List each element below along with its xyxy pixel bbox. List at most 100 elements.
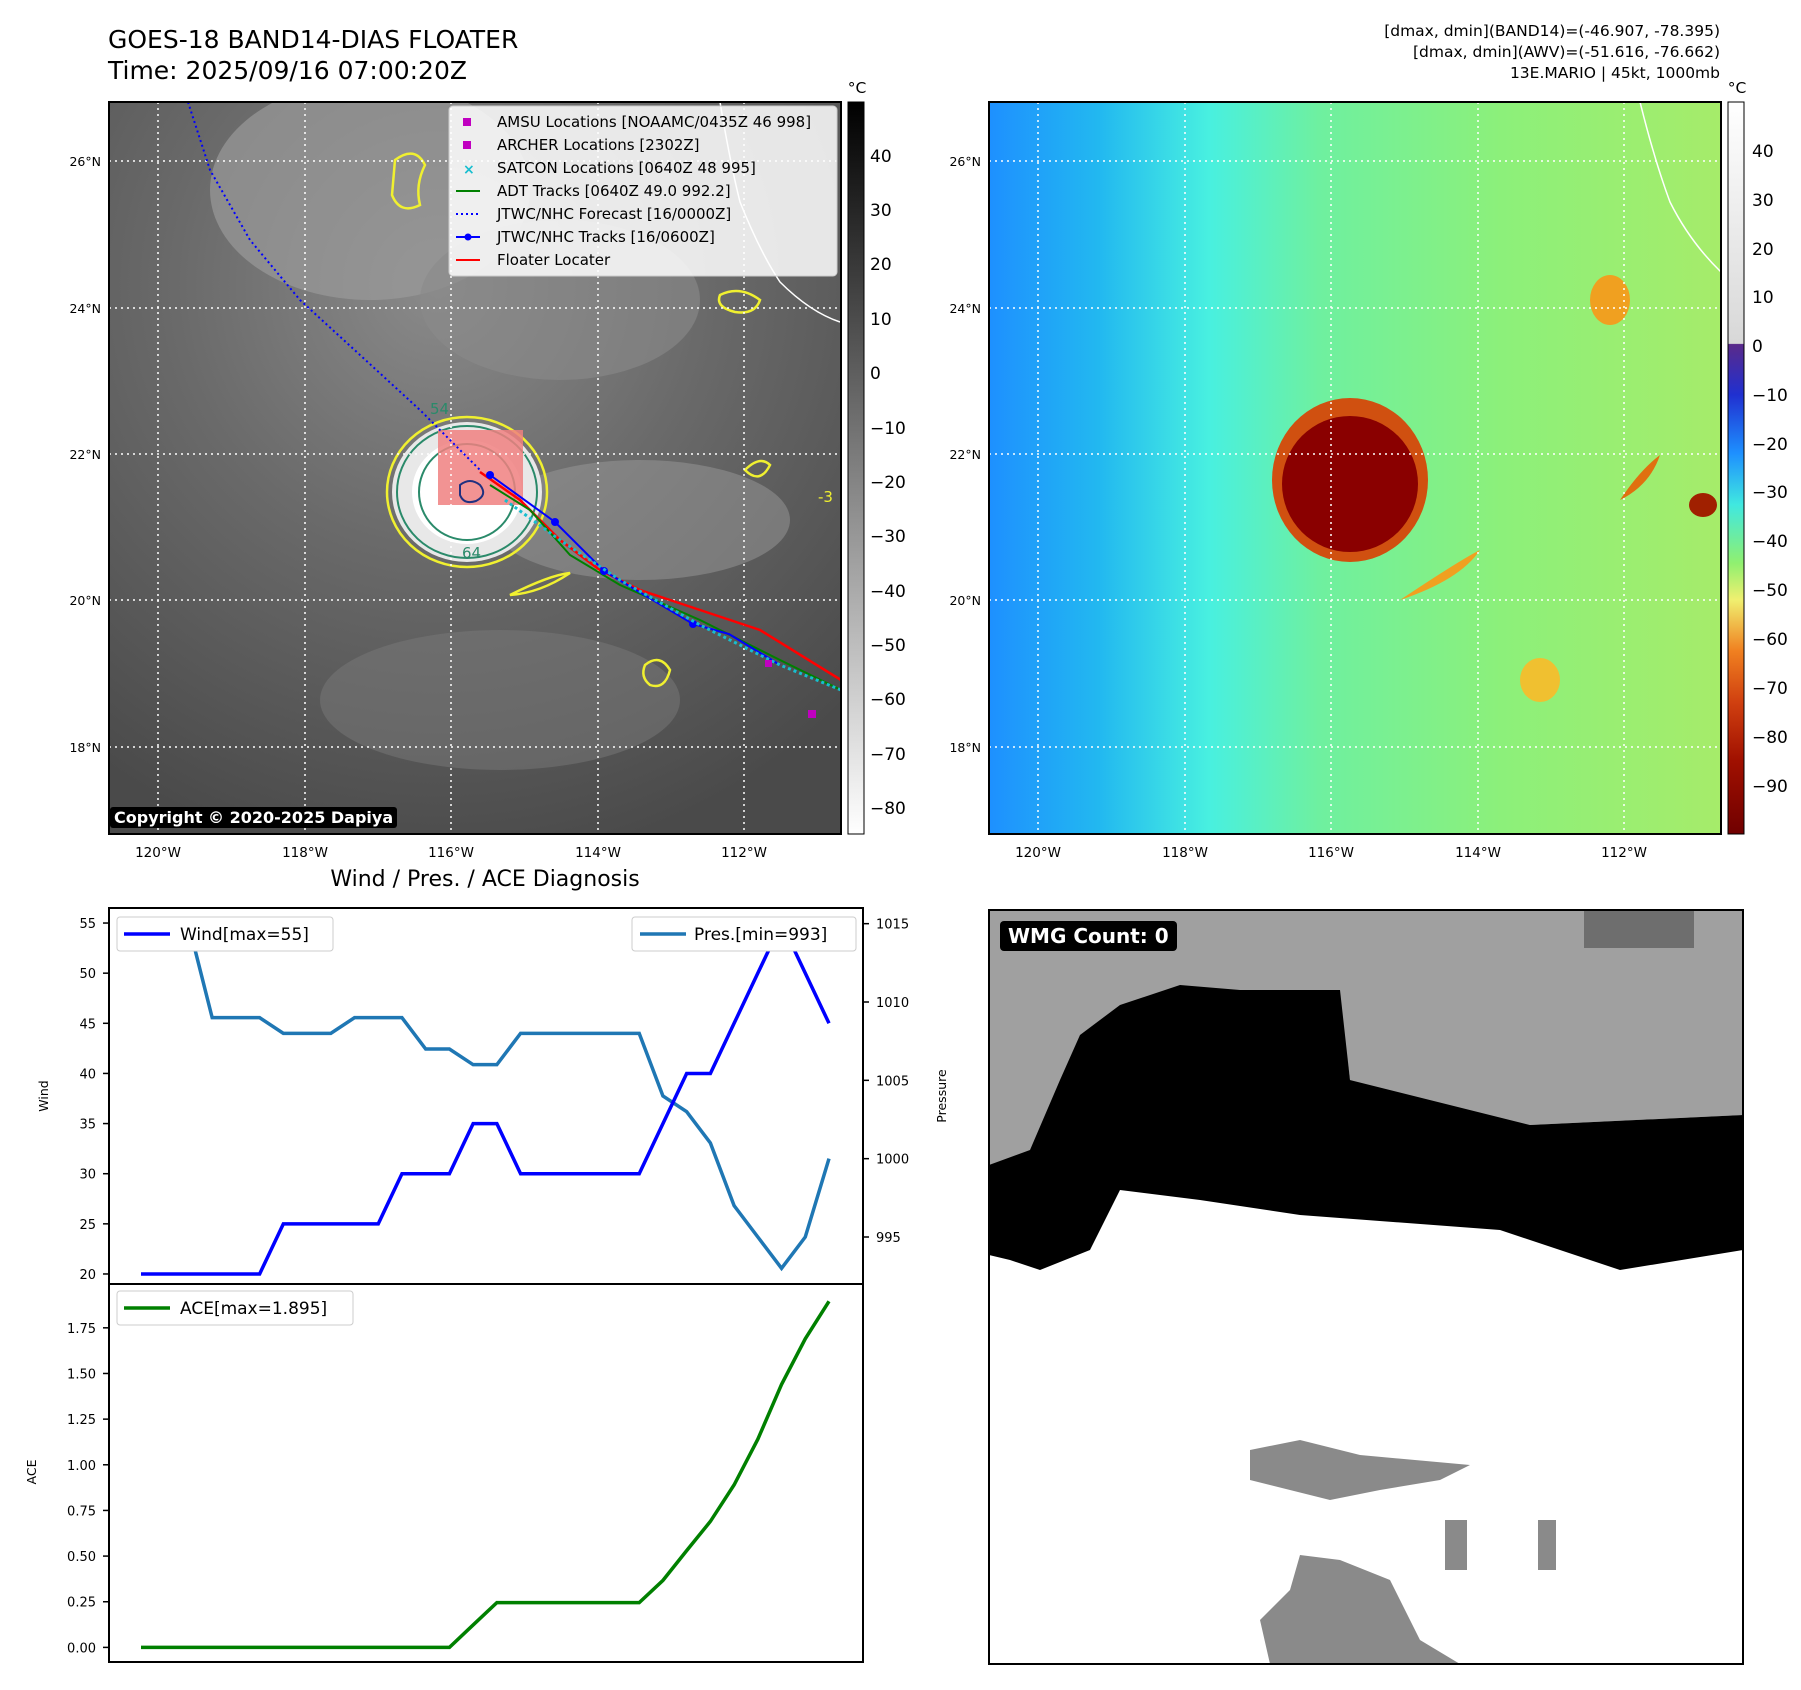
map-legend: × AMSU Locations [NOAAMC/0435Z 46 998] A… (448, 105, 838, 277)
wind-legend (116, 916, 334, 952)
lat-label-26n: 26°N (69, 154, 101, 169)
wind-tick-label: 20 (79, 1268, 96, 1283)
band14-colorbar (847, 101, 865, 835)
ace-tick-label: 1.25 (67, 1413, 96, 1428)
cb-right-tick: 30 (1752, 191, 1774, 211)
lat-label-24n: 24°N (69, 301, 101, 316)
awv-lat-label-24n: 24°N (949, 301, 981, 316)
lat-label-20n: 20°N (69, 593, 101, 608)
awv-map-panel (989, 102, 1721, 834)
info-awv-range: [dmax, dmin](AWV)=(-51.616, -76.662) (1413, 43, 1720, 61)
wind-tick-label: 30 (79, 1168, 96, 1183)
awv-lon-label-116w: 116°W (1308, 845, 1354, 861)
legend-amsu: AMSU Locations [NOAAMC/0435Z 46 998] (497, 113, 811, 131)
band14-colorbar-unit: °C (848, 79, 867, 97)
ace-legend (116, 1290, 354, 1326)
awv-lon-label-120w: 120°W (1015, 845, 1061, 861)
legend-floater: Floater Locater (497, 251, 611, 269)
ace-legend-label: ACE[max=1.895] (180, 1299, 327, 1319)
legend-satcon: SATCON Locations [0640Z 48 995] (497, 159, 756, 177)
pressure-tick-label: 1000 (876, 1153, 909, 1168)
cb-right-tick: 20 (1752, 240, 1774, 260)
wind-tick-label: 50 (79, 967, 96, 982)
ace-series-line (141, 1300, 831, 1650)
ace-tick-label: 0.00 (67, 1641, 96, 1656)
cb-left-tick: 20 (870, 255, 892, 275)
cb-right-tick: −40 (1752, 532, 1788, 552)
ace-axes (108, 1283, 864, 1663)
cb-left-tick: 30 (870, 201, 892, 221)
contour-label-54: 54 (430, 400, 449, 418)
ace-tick-label: 0.50 (67, 1550, 96, 1565)
awv-lat-label-22n: 22°N (949, 447, 981, 462)
wind-tick-label: 25 (79, 1218, 96, 1233)
cb-right-tick: −90 (1752, 777, 1788, 797)
amsu-marker (765, 660, 772, 667)
awv-lon-label-114w: 114°W (1455, 845, 1501, 861)
wind-tick-label: 40 (79, 1067, 96, 1082)
awv-colorbar-unit: °C (1728, 79, 1747, 97)
awv-colorbar-ticks: 40 30 20 10 0 −10 −20 −30 −40 −50 −60 −7… (1752, 142, 1788, 797)
wind-tick-label: 55 (79, 917, 96, 932)
archer-marker (808, 710, 816, 718)
ace-tick-label: 0.75 (67, 1504, 96, 1519)
awv-lat-label-18n: 18°N (949, 740, 981, 755)
cb-right-tick: 10 (1752, 288, 1774, 308)
wind-tick-label: 35 (79, 1118, 96, 1133)
wind-tick-label: 45 (79, 1017, 96, 1032)
diagnosis-title: Wind / Pres. / ACE Diagnosis (330, 867, 639, 892)
ace-tick-label: 0.25 (67, 1596, 96, 1611)
cb-left-tick: −40 (870, 582, 906, 602)
ace-tick-label: 1.50 (67, 1367, 96, 1382)
awv-lon-label-118w: 118°W (1162, 845, 1208, 861)
cb-right-tick: −80 (1752, 728, 1788, 748)
cb-right-tick: −30 (1752, 483, 1788, 503)
wmg-count-badge: WMG Count: 0 (1000, 921, 1177, 951)
pressure-tick-label: 1015 (876, 918, 909, 933)
contour-label-64: 64 (462, 544, 481, 562)
cb-right-tick: −60 (1752, 630, 1788, 650)
legend-satcon-marker: × (463, 162, 475, 178)
pressure-tick-label: 1010 (876, 996, 909, 1011)
cb-left-tick: 40 (870, 147, 892, 167)
awv-lon-label-112w: 112°W (1601, 845, 1647, 861)
lat-label-18n: 18°N (69, 740, 101, 755)
legend-adt: ADT Tracks [0640Z 49.0 992.2] (497, 182, 731, 200)
legend-forecast: JTWC/NHC Forecast [16/0000Z] (496, 205, 731, 223)
pressure-series-line (141, 921, 831, 1272)
lon-label-118w: 118°W (282, 845, 328, 861)
cb-left-tick: −50 (870, 636, 906, 656)
forecast-track (187, 102, 481, 471)
awv-colorbar (1727, 101, 1745, 835)
ace-tick-label: 1.00 (67, 1459, 96, 1474)
cb-right-tick: −50 (1752, 581, 1788, 601)
awv-lat-label-26n: 26°N (949, 154, 981, 169)
cb-left-tick: −80 (870, 799, 906, 819)
legend-jtwc: JTWC/NHC Tracks [16/0600Z] (496, 228, 715, 246)
cb-left-tick: −30 (870, 527, 906, 547)
pressure-tick-label: 995 (876, 1231, 901, 1246)
pressure-tick-label: 1005 (876, 1074, 909, 1089)
adt-track (489, 484, 841, 691)
lon-label-120w: 120°W (135, 845, 181, 861)
chart-time: Time: 2025/09/16 07:00:20Z (108, 56, 467, 85)
pressure-axis-label: Pressure (934, 1069, 949, 1123)
copyright-badge: Copyright © 2020-2025 Dapiya (110, 807, 398, 828)
jtwc-track (489, 474, 781, 666)
cb-right-tick: 40 (1752, 142, 1774, 162)
cb-left-tick: −60 (870, 690, 906, 710)
legend-archer: ARCHER Locations [2302Z] (497, 136, 700, 154)
info-storm: 13E.MARIO | 45kt, 1000mb (1509, 64, 1720, 82)
ace-axis-label: ACE (24, 1459, 39, 1484)
wind-legend-label: Wind[max=55] (180, 925, 309, 945)
cb-left-tick: 0 (870, 364, 881, 384)
pres-legend-label: Pres.[min=993] (694, 925, 827, 945)
cb-left-tick: −20 (870, 473, 906, 493)
cb-right-tick: −20 (1752, 435, 1788, 455)
cb-left-tick: −10 (870, 419, 906, 439)
wind-axis-label: Wind (36, 1080, 51, 1111)
legend-amsu-marker (463, 118, 471, 126)
pres-legend (631, 916, 857, 952)
info-band14-range: [dmax, dmin](BAND14)=(-46.907, -78.395) (1384, 22, 1720, 40)
ace-tick-label: 1.75 (67, 1322, 96, 1337)
